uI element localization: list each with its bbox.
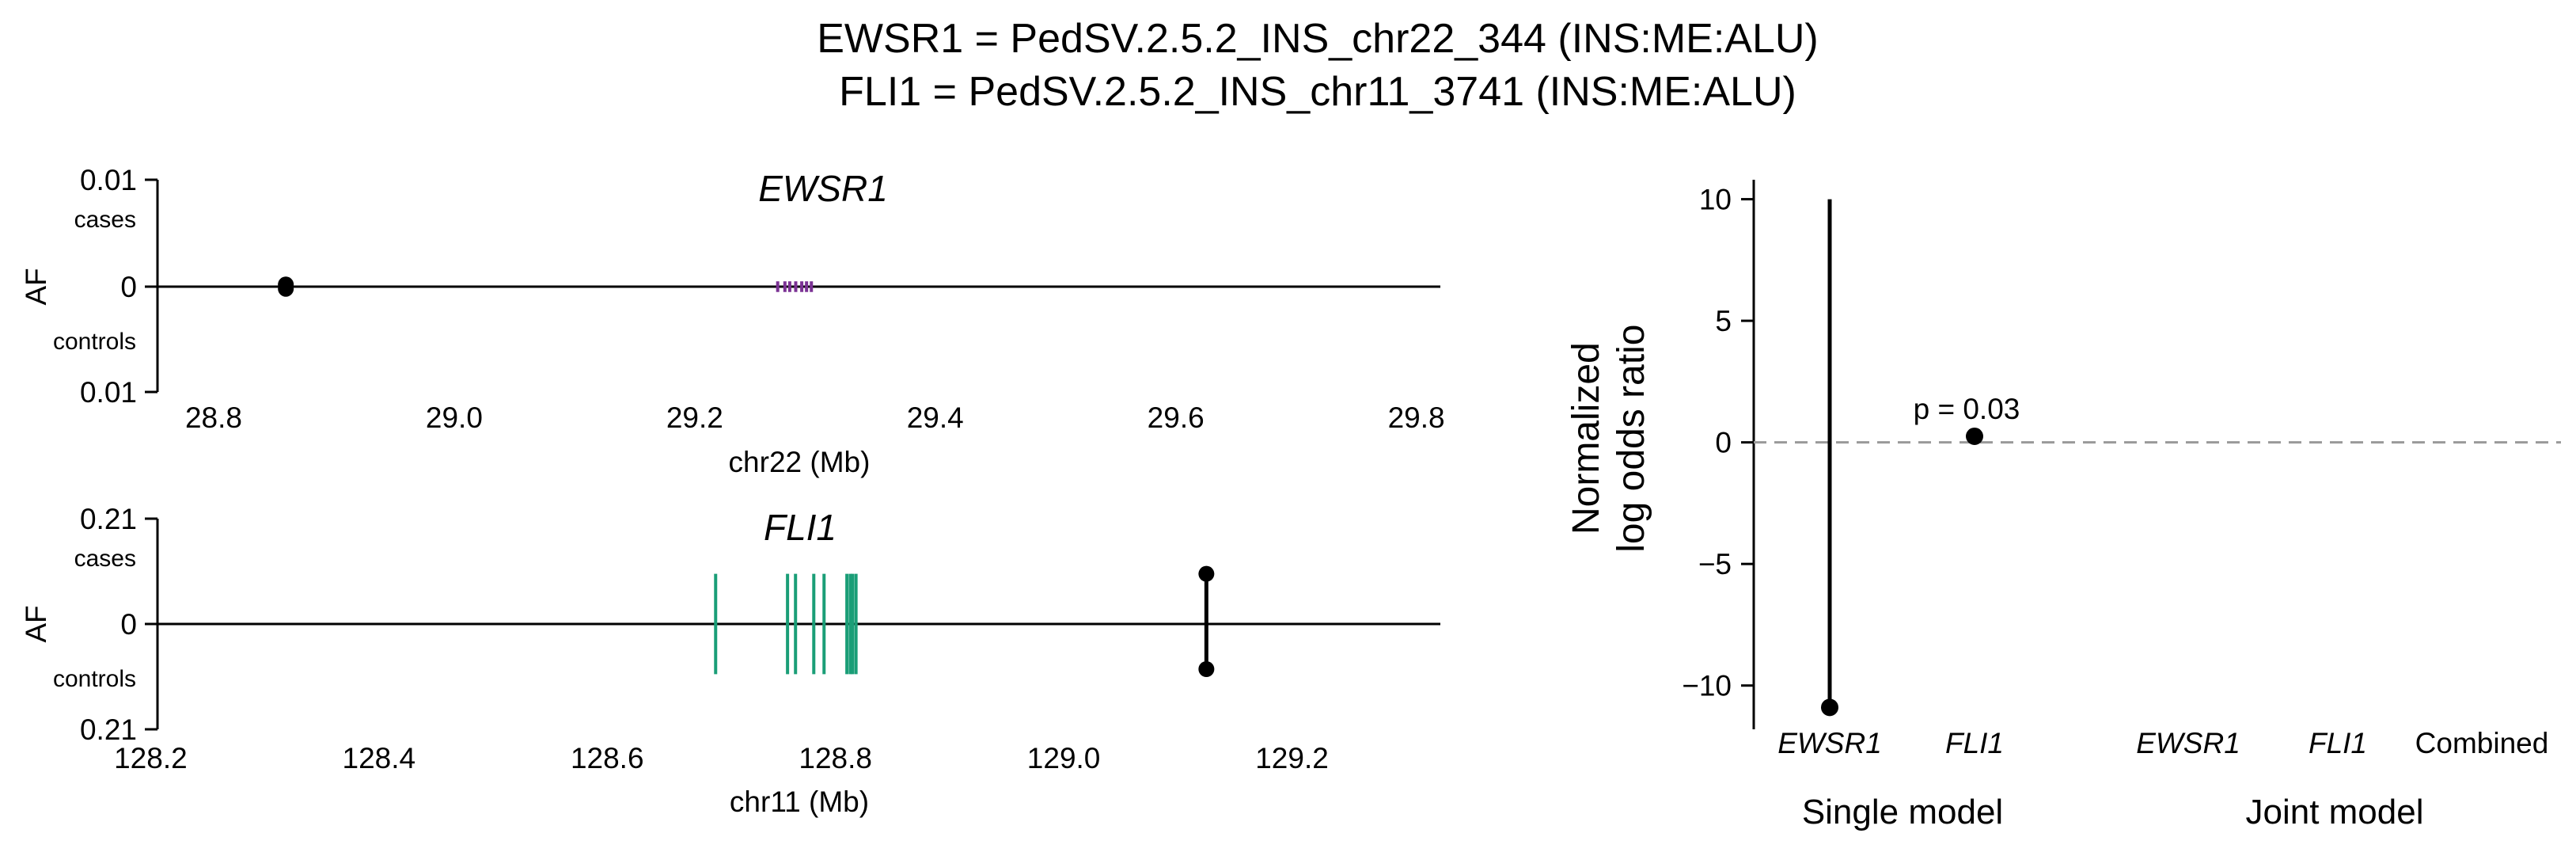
cases-label: cases (74, 546, 136, 572)
y-tick-label: 10 (1699, 184, 1732, 216)
y-tick-label: 0.21 (80, 503, 137, 535)
title-line-2: FLI1 = PedSV.2.5.2_INS_chr11_3741 (INS:M… (839, 69, 1796, 115)
x-tick-label: 29.0 (426, 401, 483, 434)
y-tick-label: 0 (120, 271, 137, 303)
x-tick-label: 29.2 (666, 401, 723, 434)
effect-size-panel: 10 5 0 −5 −10 Normalized log odds ratio EWSR1 FL… (1565, 180, 2561, 831)
category-label: FLI1 (2309, 727, 2367, 759)
variant-point-cases (1198, 565, 1215, 582)
x-tick-label: 128.6 (571, 742, 644, 774)
gene-label: EWSR1 (758, 168, 888, 209)
cases-label: cases (74, 207, 136, 233)
figure-title: EWSR1 = PedSV.2.5.2_INS_chr22_344 (INS:M… (817, 16, 1819, 115)
y-axis-label-line-2: log odds ratio (1610, 325, 1652, 553)
y-tick-label: 0.21 (80, 713, 137, 746)
x-tick-label: 128.2 (114, 742, 188, 774)
p-value-label: p = 0.03 (1914, 393, 2020, 425)
category-label: Combined (2415, 727, 2549, 759)
x-axis-label: chr22 (Mb) (729, 446, 871, 478)
x-tick-label: 128.8 (799, 742, 872, 774)
y-tick-label: −10 (1682, 670, 1732, 702)
category-label: EWSR1 (2136, 727, 2240, 759)
y-tick-label: 0.01 (80, 164, 137, 196)
x-tick-label: 129.0 (1027, 742, 1101, 774)
variant-point-controls (278, 280, 294, 297)
title-line-1: EWSR1 = PedSV.2.5.2_INS_chr22_344 (INS:M… (817, 16, 1819, 62)
group-label: Single model (1802, 793, 2003, 831)
group-label: Joint model (2245, 793, 2423, 831)
variant-point-controls (1198, 661, 1215, 677)
y-tick-label: 5 (1715, 305, 1732, 337)
controls-label: controls (53, 666, 136, 692)
y-tick-label: 0 (1715, 427, 1732, 459)
category-label: EWSR1 (1777, 727, 1882, 759)
x-tick-label: 29.8 (1388, 401, 1445, 434)
y-axis-label: AF (20, 605, 52, 642)
y-axis-label-line-1: Normalized (1565, 342, 1607, 535)
x-tick-label: 128.4 (343, 742, 416, 774)
x-axis-label: chr11 (Mb) (730, 786, 869, 818)
x-tick-label: 28.8 (185, 401, 242, 434)
category-label: FLI1 (1945, 727, 2004, 759)
y-tick-label: 0 (120, 608, 137, 641)
y-tick-label: −5 (1698, 548, 1732, 580)
gene-label: FLI1 (764, 507, 837, 548)
x-tick-label: 29.4 (907, 401, 964, 434)
y-axis-label: AF (20, 268, 52, 305)
x-tick-label: 29.6 (1148, 401, 1205, 434)
effect-point (1821, 698, 1838, 717)
y-tick-label: 0.01 (80, 376, 137, 409)
controls-label: controls (53, 329, 136, 355)
x-tick-label: 129.2 (1255, 742, 1329, 774)
effect-point (1966, 427, 1983, 445)
